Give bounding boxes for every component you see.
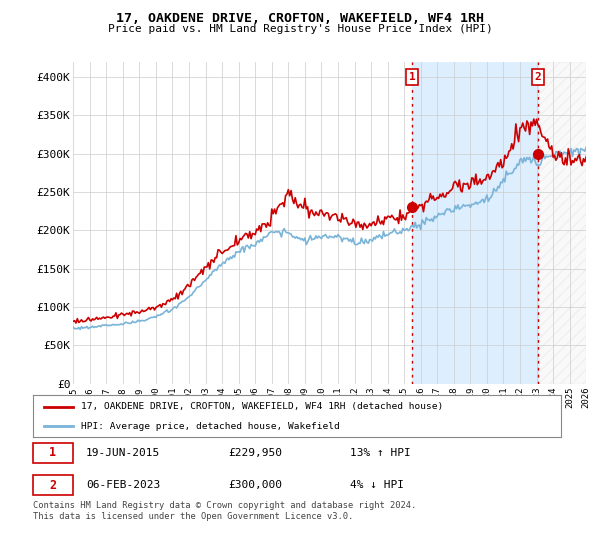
FancyBboxPatch shape xyxy=(33,442,73,463)
Text: 17, OAKDENE DRIVE, CROFTON, WAKEFIELD, WF4 1RH (detached house): 17, OAKDENE DRIVE, CROFTON, WAKEFIELD, W… xyxy=(80,402,443,411)
Text: 2: 2 xyxy=(49,479,56,492)
Text: 17, OAKDENE DRIVE, CROFTON, WAKEFIELD, WF4 1RH: 17, OAKDENE DRIVE, CROFTON, WAKEFIELD, W… xyxy=(116,12,484,25)
Text: 13% ↑ HPI: 13% ↑ HPI xyxy=(350,447,410,458)
Text: 06-FEB-2023: 06-FEB-2023 xyxy=(86,480,160,491)
Text: Price paid vs. HM Land Registry's House Price Index (HPI): Price paid vs. HM Land Registry's House … xyxy=(107,24,493,34)
Text: Contains HM Land Registry data © Crown copyright and database right 2024.
This d: Contains HM Land Registry data © Crown c… xyxy=(33,501,416,521)
Text: £300,000: £300,000 xyxy=(229,480,283,491)
Bar xyxy=(538,62,586,384)
Text: HPI: Average price, detached house, Wakefield: HPI: Average price, detached house, Wake… xyxy=(80,422,339,431)
Text: 1: 1 xyxy=(409,72,415,82)
Bar xyxy=(538,62,586,384)
FancyBboxPatch shape xyxy=(33,475,73,496)
Text: 19-JUN-2015: 19-JUN-2015 xyxy=(86,447,160,458)
Text: 1: 1 xyxy=(49,446,56,459)
Text: 2: 2 xyxy=(535,72,541,82)
Text: £229,950: £229,950 xyxy=(229,447,283,458)
Bar xyxy=(412,62,538,384)
Text: 4% ↓ HPI: 4% ↓ HPI xyxy=(350,480,404,491)
